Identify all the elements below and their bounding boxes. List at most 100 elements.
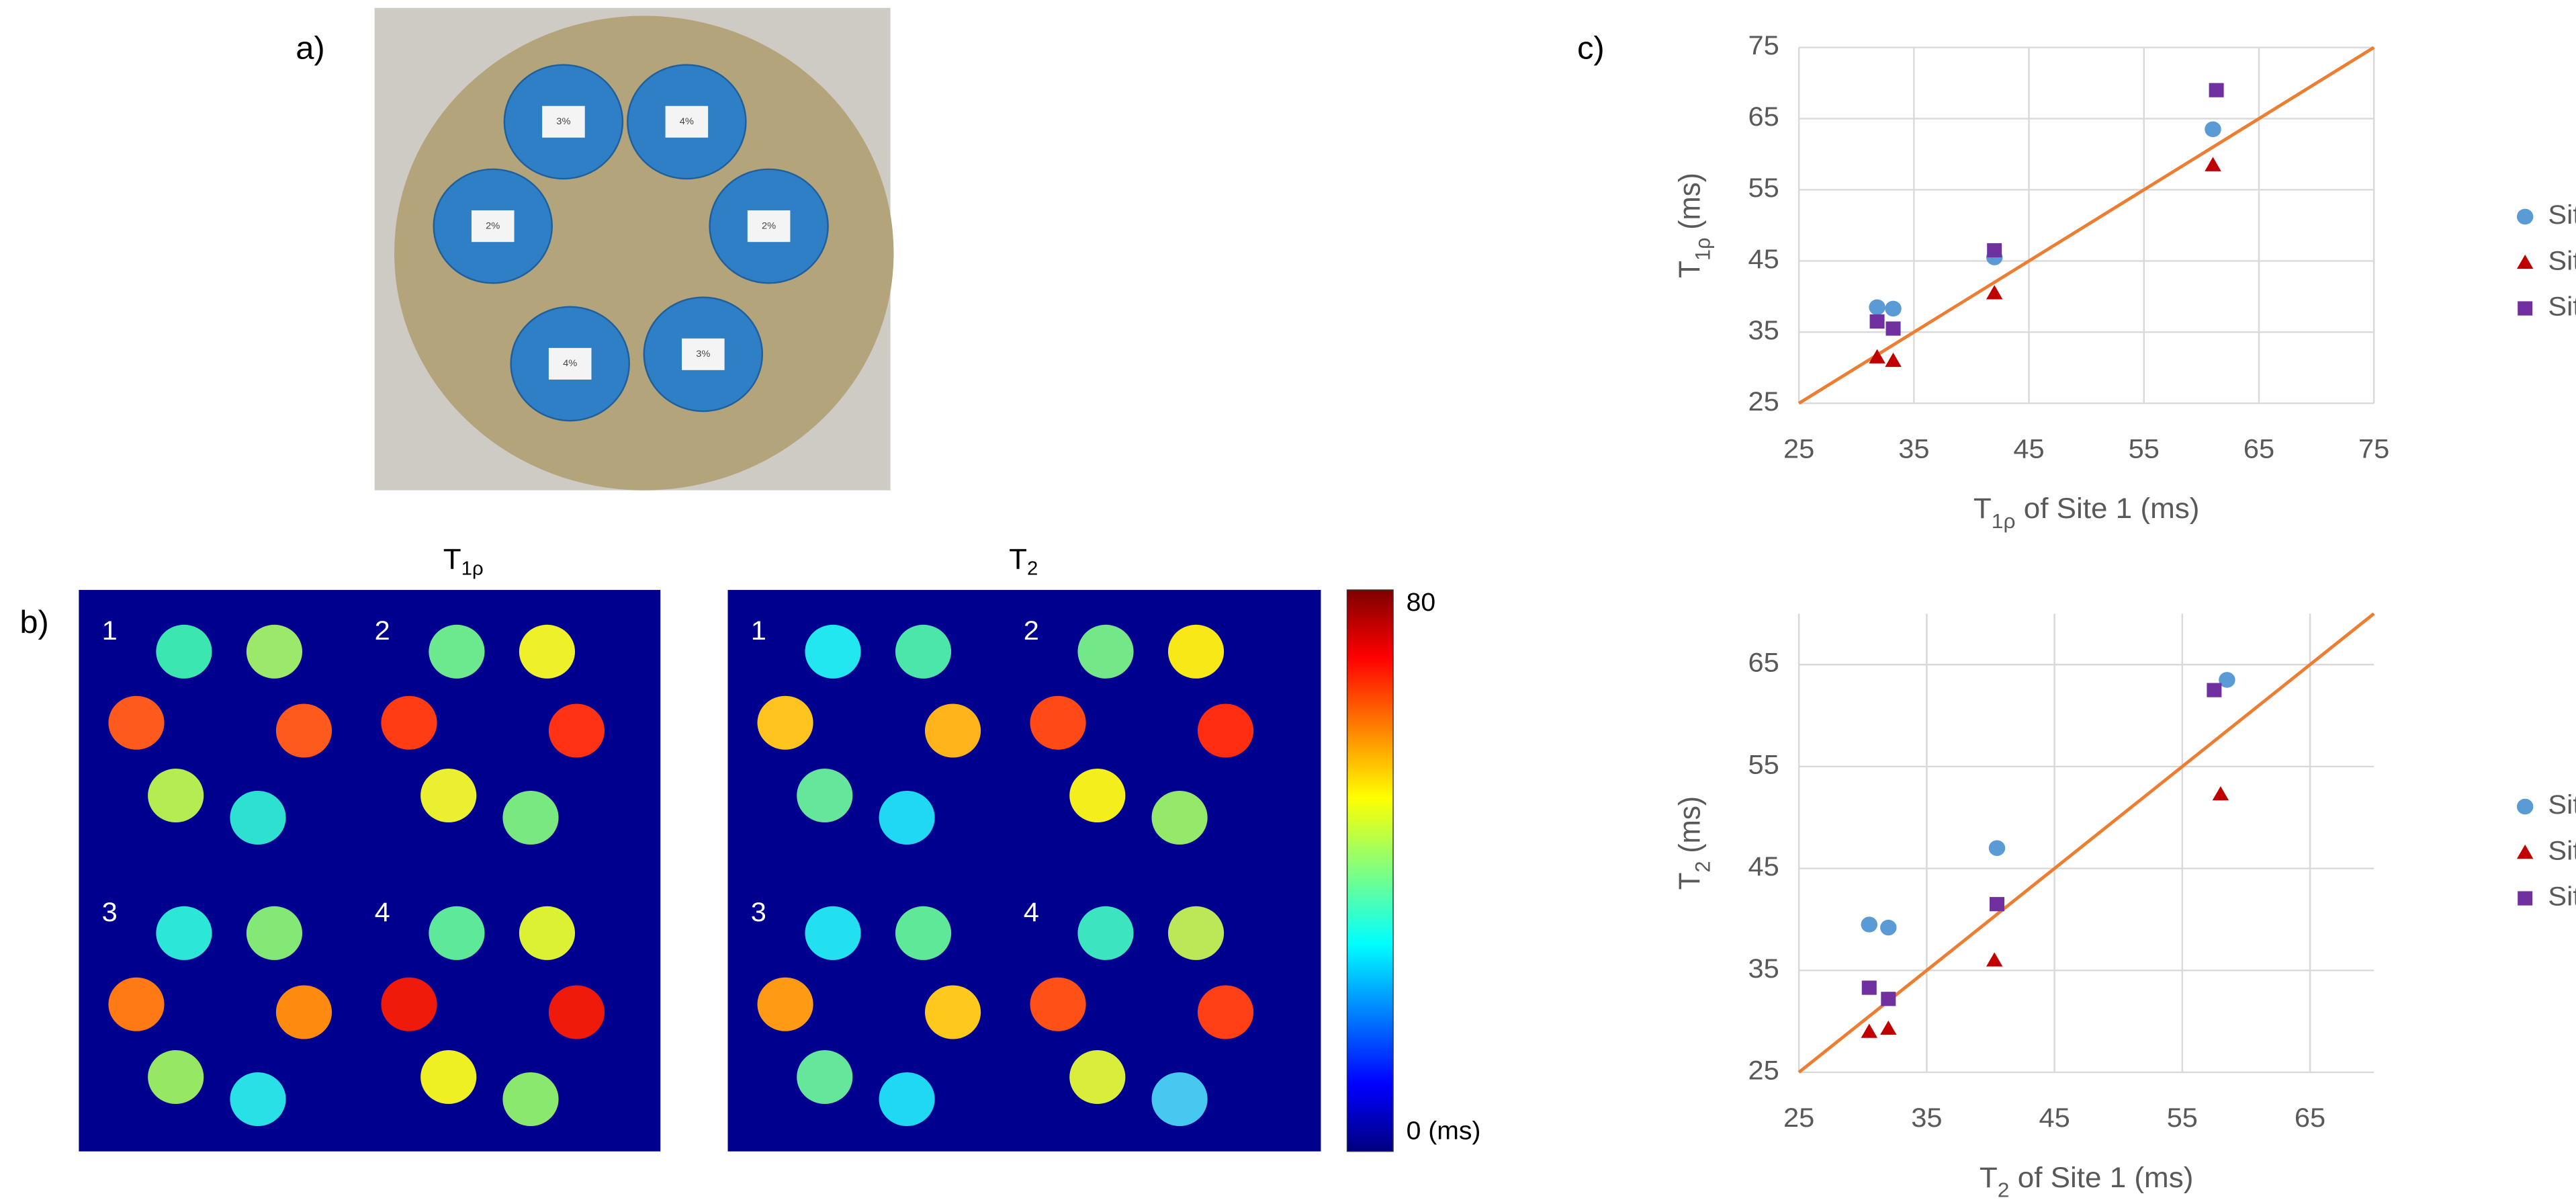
vial [548,985,605,1039]
y-tick-label: 55 [1748,173,1779,203]
label-part: T [1674,872,1707,890]
legend-marker [2516,208,2534,225]
x-tick-label: 45 [2039,1103,2070,1133]
quadrant-label: 4 [1024,897,1039,927]
vial [502,790,559,845]
vial [108,977,165,1031]
cap-label: 3% [696,349,710,359]
vial [502,1072,559,1127]
map-title: T1ρ [443,544,484,579]
vial [1069,1050,1126,1105]
legend-label: Site 3 [2548,245,2576,275]
vial [381,977,437,1031]
cap-label-paper [747,210,791,243]
y-axis-title: T2 (ms) [1674,796,1714,890]
y-axis-title: T1ρ (ms) [1674,173,1714,278]
vial [797,1050,853,1105]
quadrant-label: 1 [751,615,766,646]
y-tick-label: 55 [1748,749,1779,779]
label-part: (ms) [1674,796,1707,861]
cap-label: 4% [563,358,577,369]
point [1869,314,1885,329]
vial [1030,977,1086,1031]
point [1989,897,2005,912]
identity-line [1797,46,2375,405]
cap-label-paper [665,105,709,138]
quadrant-label: 1 [102,615,118,646]
vial [1077,906,1134,960]
vial [148,1050,204,1105]
y-tick-label: 65 [1748,647,1779,677]
legend-label: Site 4 [2548,291,2576,321]
vial [230,1072,286,1127]
legend-label: Site 2 [2548,789,2576,820]
panel-label: c) [1577,32,1605,67]
y-tick-label: 45 [1748,244,1779,274]
point [1986,952,2003,967]
point [2209,83,2224,97]
vial [275,985,332,1039]
cap-label: 2% [762,221,776,232]
panel-label: b) [19,605,48,640]
vial [429,906,485,960]
label-part: of Site 1 (ms) [2009,1162,2193,1194]
point [1880,1020,1897,1035]
vial [757,695,813,750]
vial [148,769,204,823]
quadrant-label: 3 [751,897,766,927]
legend-label: Site 4 [2548,881,2576,911]
quadrant-label: 2 [1024,615,1039,646]
quadrant-label: 2 [375,615,390,646]
vial [156,624,212,679]
vial [1167,624,1225,679]
cap-label: 4% [680,116,694,127]
vial [1167,906,1225,960]
point [1861,916,1877,933]
x-tick-label: 35 [1911,1103,1942,1133]
point [1986,285,2003,300]
legend-label: Site 2 [2548,200,2576,230]
point [1880,919,1897,936]
vial [420,1050,477,1105]
vial [1069,769,1126,823]
x-tick-label: 25 [1783,1103,1814,1133]
x-tick-label: 55 [2129,433,2160,464]
label-part: 2 [1691,861,1715,872]
point [1861,1023,1877,1038]
vial [275,703,332,758]
x-tick-label: 65 [2295,1103,2325,1133]
label-part: of Site 1 (ms) [2016,493,2200,525]
point [2212,786,2229,801]
x-tick-label: 45 [2013,433,2044,464]
point [1869,299,1885,316]
cap-label-paper [542,105,585,138]
vial [420,769,477,823]
point [2205,121,2221,138]
label-part: 1ρ [1992,509,2016,532]
vial [895,906,952,960]
map-title: T2 [1009,544,1038,579]
vial [1197,985,1254,1039]
vial [1030,695,1086,750]
legend-marker [2516,254,2534,269]
vial [381,695,437,750]
vial [246,906,303,960]
y-tick-label: 45 [1748,851,1779,882]
cap-label: 2% [486,221,500,232]
cap-label-paper [471,210,515,243]
point [1988,840,2006,857]
map-content: 1 2 3 4 1 2 3 4 0 (ms) 80 [102,589,1481,1145]
vial [805,624,861,679]
vial [797,769,853,823]
point [2219,672,2235,688]
title-part: T [443,544,461,576]
x-axis-title: T2 of Site 1 (ms) [1980,1162,2193,1201]
legend-marker [2516,845,2534,859]
vial [246,624,303,679]
point [1987,243,2002,258]
vial [1077,624,1134,679]
vial [519,906,576,960]
vial [879,1072,935,1127]
